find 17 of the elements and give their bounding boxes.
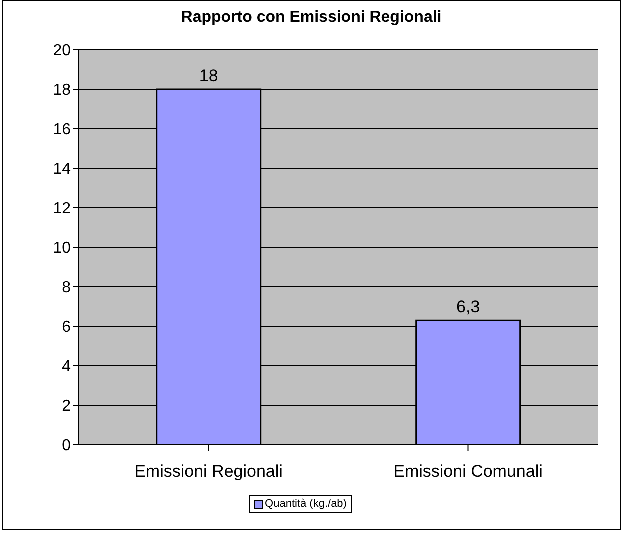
y-tick-label: 12: [53, 200, 72, 218]
y-tick-label: 6: [62, 319, 72, 336]
y-tick-label: 0: [62, 438, 72, 455]
y-tick-label: 18: [53, 82, 72, 100]
y-tick-label: 8: [62, 280, 72, 297]
y-tick-label: 4: [62, 358, 72, 376]
x-tick-label: Emissioni Regionali: [134, 462, 283, 482]
y-tick-label: 14: [53, 161, 72, 178]
text: 6,3: [456, 298, 480, 317]
chart-title: Rapporto con Emissioni Regionali: [180, 9, 443, 27]
y-tick-label: 16: [53, 122, 72, 139]
text: 18: [199, 66, 218, 86]
y-tick-label: 20: [53, 42, 72, 60]
x-tick-label: Emissioni Comunali: [394, 462, 543, 482]
y-tick-label: 10: [53, 240, 72, 258]
y-tick-label: 2: [62, 398, 72, 416]
legend-label: Quantità (kg./ab): [264, 498, 347, 510]
